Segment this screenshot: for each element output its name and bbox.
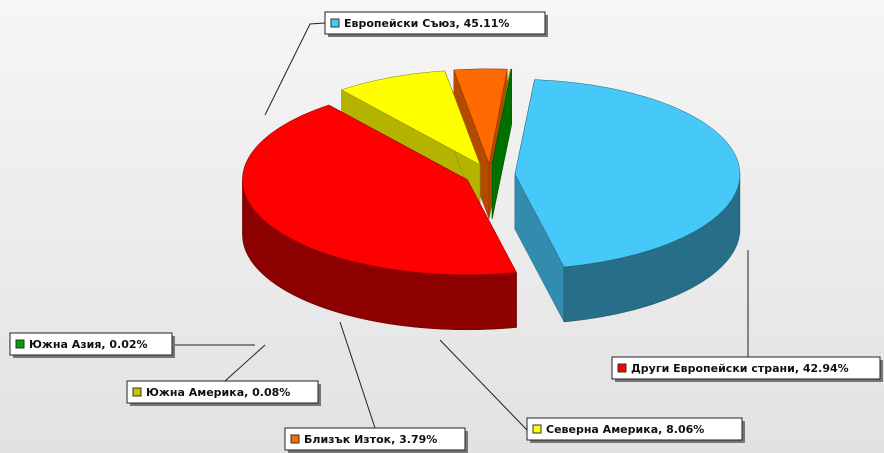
- label-box: [126, 380, 319, 404]
- data-label: Северна Америка, 8.06%: [546, 423, 704, 436]
- leader-line: [339, 321, 376, 429]
- leader-line: [439, 339, 528, 431]
- label-swatch: [617, 363, 627, 373]
- slice: [242, 104, 517, 276]
- data-label: Близък Изток, 3.79%: [304, 433, 437, 446]
- slice: [453, 68, 508, 165]
- label-box: [526, 417, 743, 441]
- leader-line: [264, 22, 326, 116]
- label-swatch: [290, 434, 300, 444]
- data-label: Други Европейски страни, 42.94%: [631, 362, 849, 375]
- label-box: [284, 427, 466, 451]
- slice: [340, 70, 481, 166]
- label-box: [9, 332, 173, 356]
- data-label: Европейски Съюз, 45.11%: [344, 17, 509, 30]
- labels: Европейски Съюз, 45.11% Други Европейски …: [9, 11, 883, 453]
- leader-line: [224, 344, 266, 382]
- label-box: [324, 11, 546, 35]
- label-swatch: [532, 424, 542, 434]
- slice: [491, 68, 513, 164]
- data-label: Южна Америка, 0.08%: [146, 386, 290, 399]
- label-swatch: [132, 387, 142, 397]
- data-label: Южна Азия, 0.02%: [29, 338, 148, 351]
- pie: [242, 68, 741, 331]
- label-swatch: [15, 339, 25, 349]
- label-box: [611, 356, 881, 380]
- label-swatch: [330, 18, 340, 28]
- slice: [514, 79, 741, 268]
